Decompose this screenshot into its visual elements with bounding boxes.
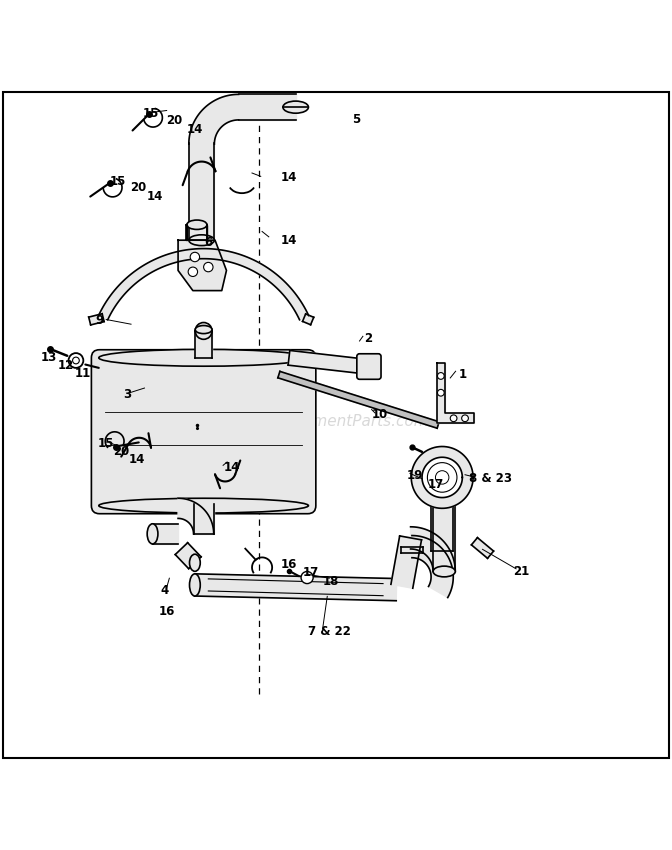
Circle shape — [462, 415, 468, 422]
Polygon shape — [433, 503, 455, 571]
Polygon shape — [411, 446, 473, 508]
Text: 1: 1 — [458, 368, 466, 381]
Ellipse shape — [187, 220, 207, 230]
Text: 17: 17 — [303, 566, 319, 580]
Circle shape — [437, 372, 444, 379]
FancyBboxPatch shape — [91, 349, 316, 513]
Circle shape — [190, 252, 200, 262]
Text: 9: 9 — [95, 314, 103, 327]
Ellipse shape — [283, 101, 308, 113]
Text: 3: 3 — [124, 388, 132, 401]
Polygon shape — [302, 314, 314, 325]
Ellipse shape — [190, 554, 200, 571]
Text: 14: 14 — [281, 171, 297, 184]
Polygon shape — [89, 314, 104, 325]
Text: 20: 20 — [130, 181, 146, 195]
Polygon shape — [401, 547, 423, 553]
FancyBboxPatch shape — [357, 354, 381, 379]
Text: 12: 12 — [58, 360, 74, 372]
Polygon shape — [412, 536, 453, 598]
Polygon shape — [391, 536, 421, 588]
Polygon shape — [175, 543, 201, 569]
Circle shape — [427, 462, 457, 492]
Ellipse shape — [195, 326, 212, 333]
Ellipse shape — [189, 235, 214, 246]
Text: 16: 16 — [159, 605, 175, 618]
Polygon shape — [153, 524, 178, 544]
Text: 6: 6 — [204, 235, 212, 249]
Text: 18: 18 — [323, 575, 339, 588]
Polygon shape — [288, 350, 360, 373]
Text: 7 & 22: 7 & 22 — [308, 626, 351, 638]
Text: 14: 14 — [128, 453, 144, 466]
Polygon shape — [195, 331, 212, 358]
Text: 5: 5 — [352, 113, 360, 126]
Text: 16: 16 — [281, 558, 297, 570]
Polygon shape — [278, 371, 439, 428]
Text: 2: 2 — [364, 332, 372, 345]
Polygon shape — [411, 527, 455, 571]
Ellipse shape — [147, 524, 158, 544]
Polygon shape — [437, 362, 474, 423]
Ellipse shape — [99, 498, 308, 513]
Text: 14: 14 — [281, 234, 297, 246]
Text: 21: 21 — [513, 565, 529, 578]
Ellipse shape — [190, 574, 200, 596]
Circle shape — [204, 263, 213, 272]
Text: 8 & 23: 8 & 23 — [469, 473, 512, 485]
Polygon shape — [195, 574, 396, 601]
Text: 10: 10 — [372, 408, 388, 422]
Circle shape — [69, 353, 83, 368]
Polygon shape — [239, 94, 296, 120]
Polygon shape — [189, 143, 214, 241]
Polygon shape — [99, 248, 308, 320]
Circle shape — [437, 389, 444, 396]
Text: 20: 20 — [167, 114, 183, 128]
Text: 14: 14 — [224, 461, 240, 473]
Text: 19: 19 — [407, 469, 423, 482]
Circle shape — [435, 471, 449, 484]
Text: 4: 4 — [161, 585, 169, 598]
Polygon shape — [178, 241, 226, 291]
Text: 17: 17 — [427, 478, 444, 490]
Polygon shape — [472, 538, 493, 558]
Polygon shape — [178, 498, 214, 534]
Ellipse shape — [99, 349, 308, 366]
Text: 15: 15 — [143, 107, 159, 121]
Circle shape — [450, 415, 457, 422]
Ellipse shape — [433, 566, 456, 577]
Text: 14: 14 — [187, 122, 203, 136]
Circle shape — [195, 322, 212, 339]
Text: eReplacementParts.com: eReplacementParts.com — [243, 414, 429, 429]
Text: 13: 13 — [41, 351, 57, 365]
Text: 11: 11 — [75, 367, 91, 381]
Polygon shape — [431, 503, 453, 552]
Polygon shape — [189, 94, 239, 144]
Polygon shape — [186, 224, 187, 241]
Text: 20: 20 — [113, 445, 129, 457]
Circle shape — [301, 571, 313, 584]
Text: 15: 15 — [110, 174, 126, 188]
Polygon shape — [206, 224, 207, 241]
Text: 15: 15 — [98, 437, 114, 451]
Circle shape — [188, 267, 198, 276]
Text: 14: 14 — [146, 190, 163, 203]
Polygon shape — [194, 504, 214, 534]
Circle shape — [73, 357, 79, 364]
